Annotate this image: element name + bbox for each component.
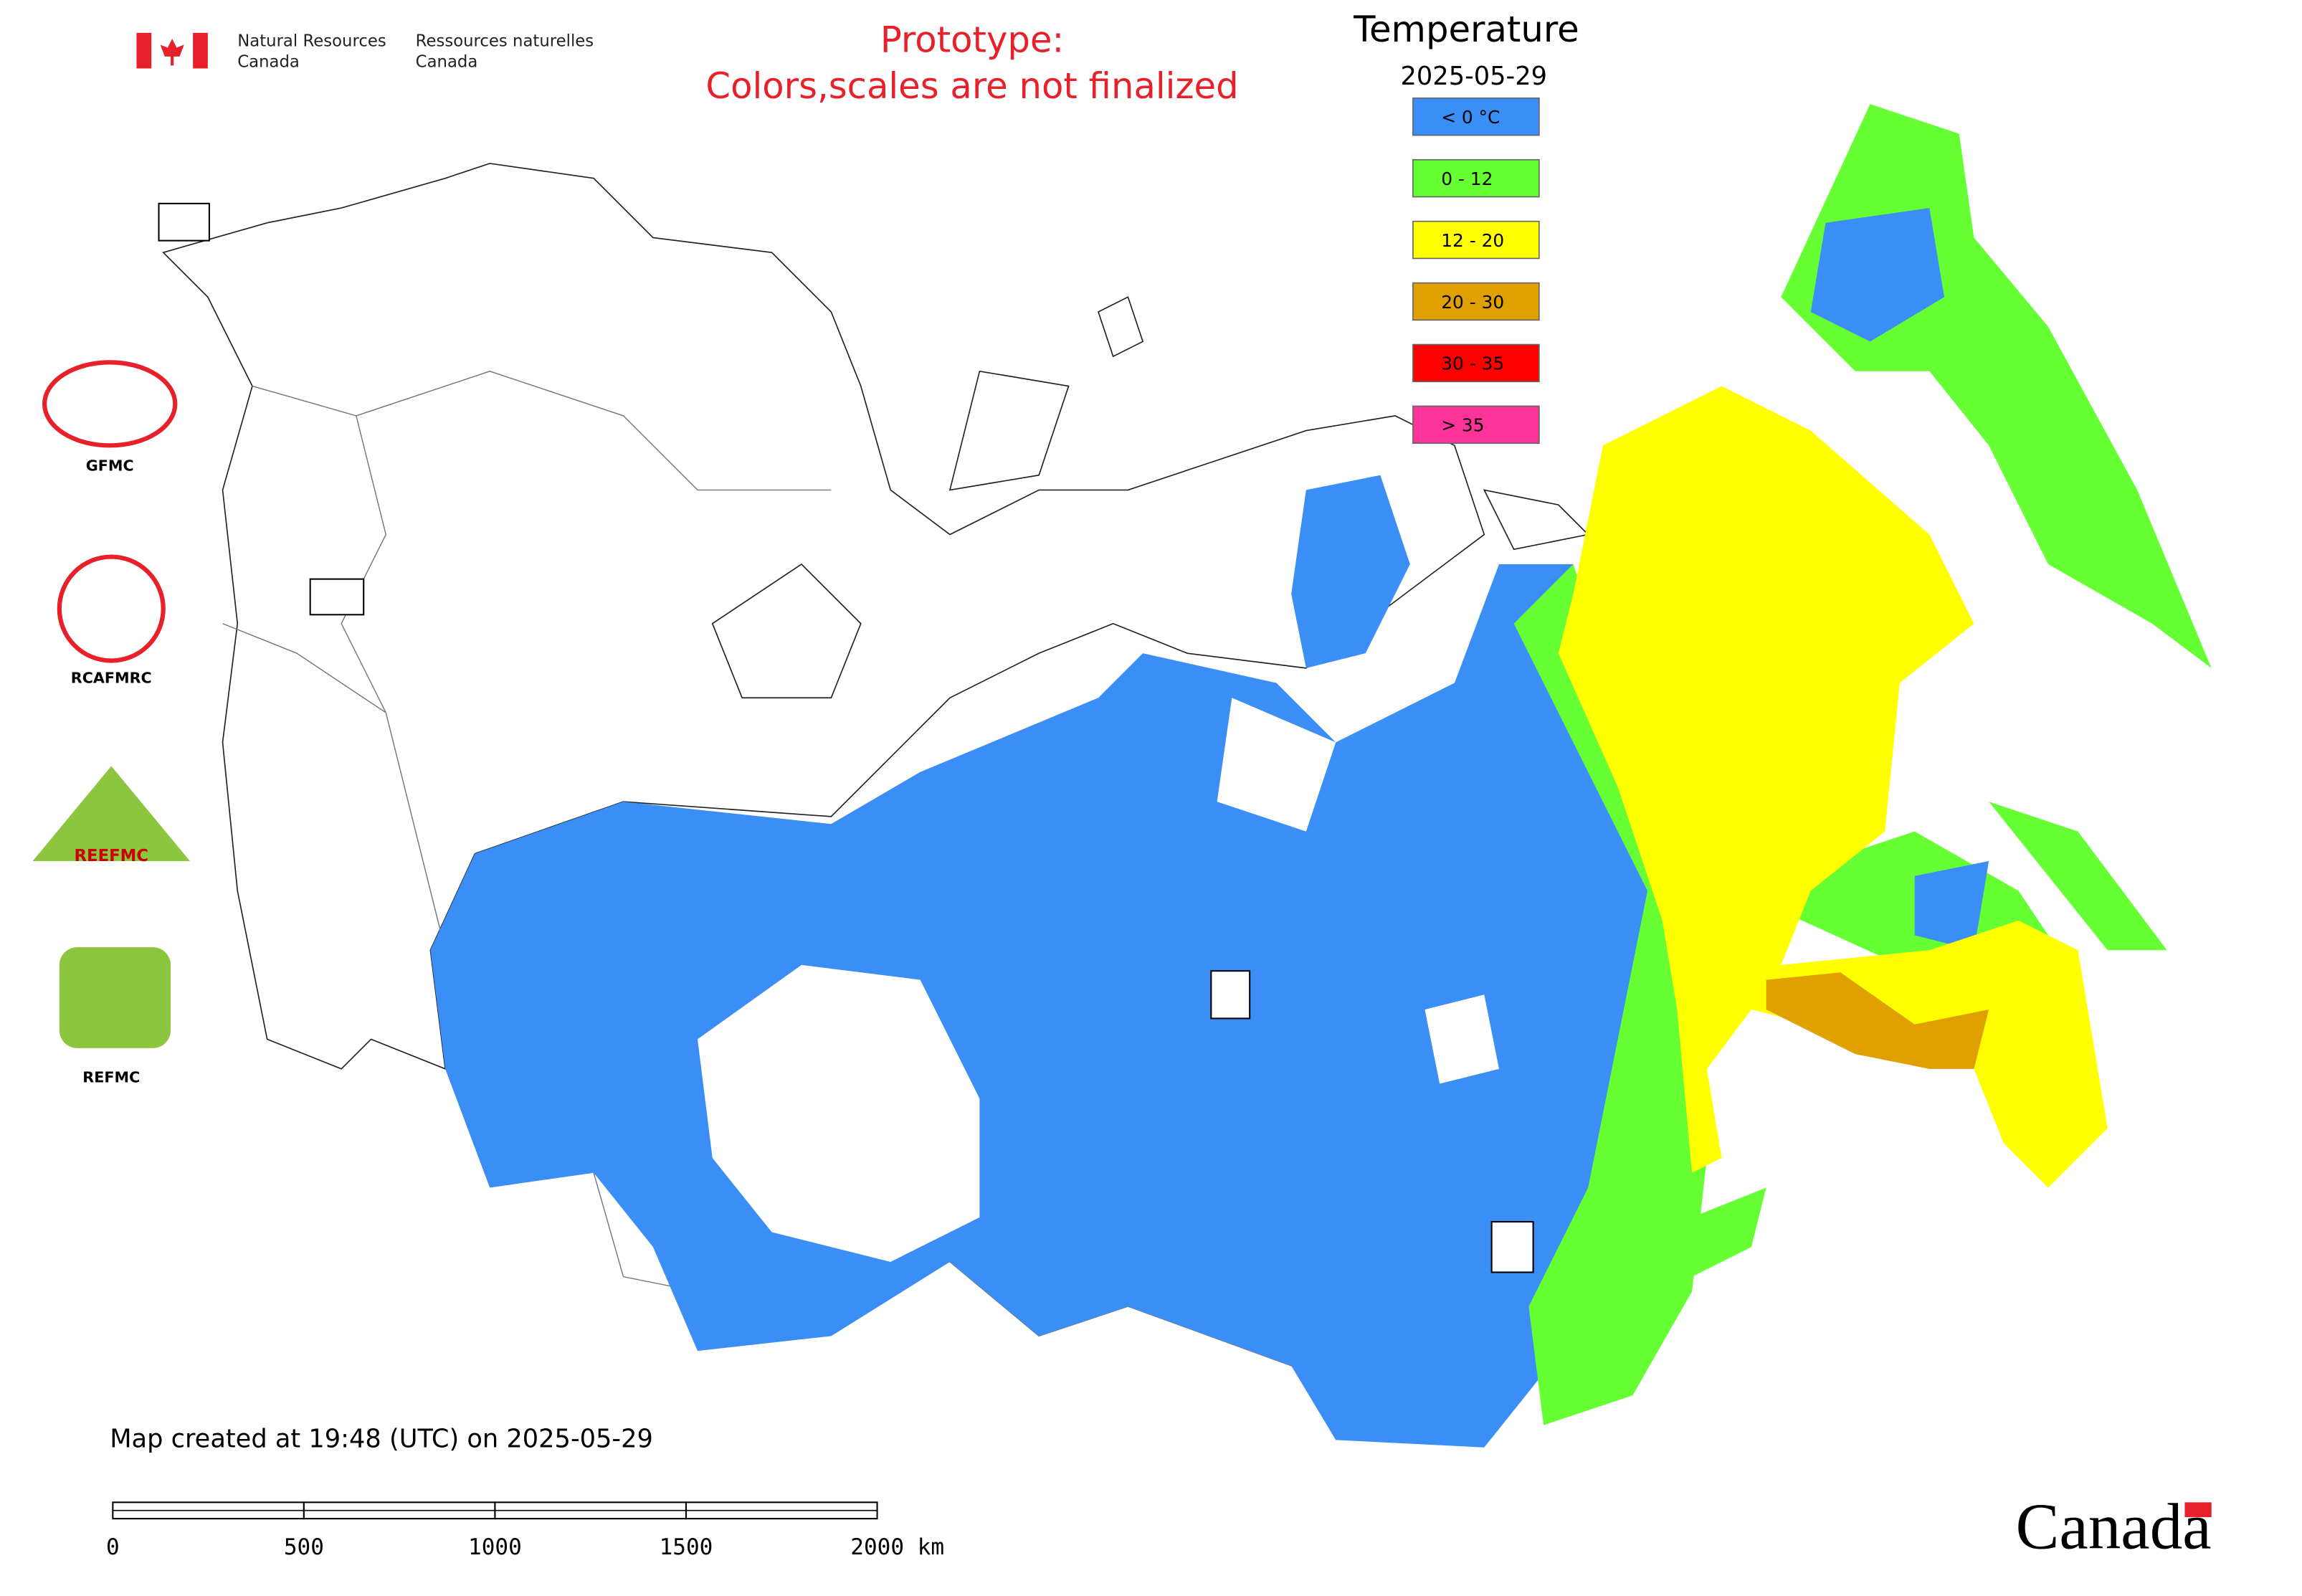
flag-bar (193, 32, 208, 69)
legend-label: 0 - 12 (1441, 168, 1493, 189)
basemap (162, 163, 1604, 1367)
map-marker (1210, 970, 1251, 1020)
creation-note: Map created at 19:48 (UTC) on 2025-05-29 (110, 1425, 653, 1454)
legend-label: 30 - 35 (1441, 353, 1504, 374)
map-marker (309, 578, 365, 616)
scale-label: 500 (284, 1534, 324, 1560)
legend-swatch (1412, 220, 1540, 260)
partner-logos: GFMC RCAFMRC REEFMC REFMC (32, 202, 1534, 1273)
maple-leaf (160, 39, 184, 66)
landmass (711, 296, 1589, 699)
cold-zone (1810, 208, 1989, 951)
canada-wordmark: Canada (2016, 1491, 2212, 1563)
logo-refmc (59, 947, 171, 1048)
wordmark-flag (2184, 1502, 2212, 1518)
mild-zone (1513, 564, 1707, 1425)
temperature-field (430, 104, 2212, 1448)
agency-fr: Ressources naturelles (416, 32, 594, 50)
legend-swatch (1412, 98, 1540, 136)
scale-label: 1000 (468, 1534, 522, 1560)
map-marker (158, 202, 210, 242)
legend-date: 2025-05-29 (1401, 62, 1548, 91)
notice: Prototype: (880, 19, 1064, 61)
agency-fr: Canada (416, 52, 478, 71)
scale-label: 0 (106, 1534, 120, 1560)
agency-en: Natural Resources (237, 32, 386, 50)
logo-gfmc (42, 360, 178, 448)
map-marker (1490, 1221, 1534, 1273)
legend-label: > 35 (1441, 415, 1484, 436)
legend-label: < 0 °C (1441, 107, 1500, 128)
logo-rcafmrc (57, 554, 166, 663)
cold-zone (1291, 475, 1410, 668)
no-data (698, 698, 1499, 1262)
agency-en: Canada (237, 52, 300, 71)
legend-swatch (1412, 343, 1540, 383)
legend-title: Temperature (1353, 9, 1579, 50)
scale-bar: 0 500 1000 1500 2000 km (106, 1501, 944, 1560)
legend-swatch (1412, 282, 1540, 321)
logo-label: REEFMC (74, 847, 148, 865)
scale-label: 1500 (660, 1534, 713, 1560)
cold-zone (430, 564, 1648, 1448)
agency-signature: Natural Resources Canada Ressources natu… (136, 32, 594, 71)
scale-label: 2000 km (850, 1534, 944, 1560)
legend-label: 20 - 30 (1441, 292, 1504, 313)
notice: Colors,scales are not finalized (705, 65, 1238, 107)
mild-zone (1692, 104, 2212, 1277)
legend-label: 12 - 20 (1441, 230, 1504, 251)
warm-zone (1558, 386, 2108, 1188)
legend-swatch (1412, 405, 1540, 445)
legend-swatch (1412, 158, 1540, 198)
logo-label: RCAFMRC (71, 670, 152, 687)
country-border (222, 371, 1604, 1367)
flag-bar (136, 32, 152, 69)
legend: Temperature 2025-05-29 < 0 °C 0 - 12 12 - … (1353, 9, 1579, 445)
logo-label: REFMC (82, 1068, 140, 1086)
hot-zone (1766, 972, 1989, 1069)
logo-reefmc (32, 766, 190, 861)
logo-label: GFMC (86, 457, 134, 475)
